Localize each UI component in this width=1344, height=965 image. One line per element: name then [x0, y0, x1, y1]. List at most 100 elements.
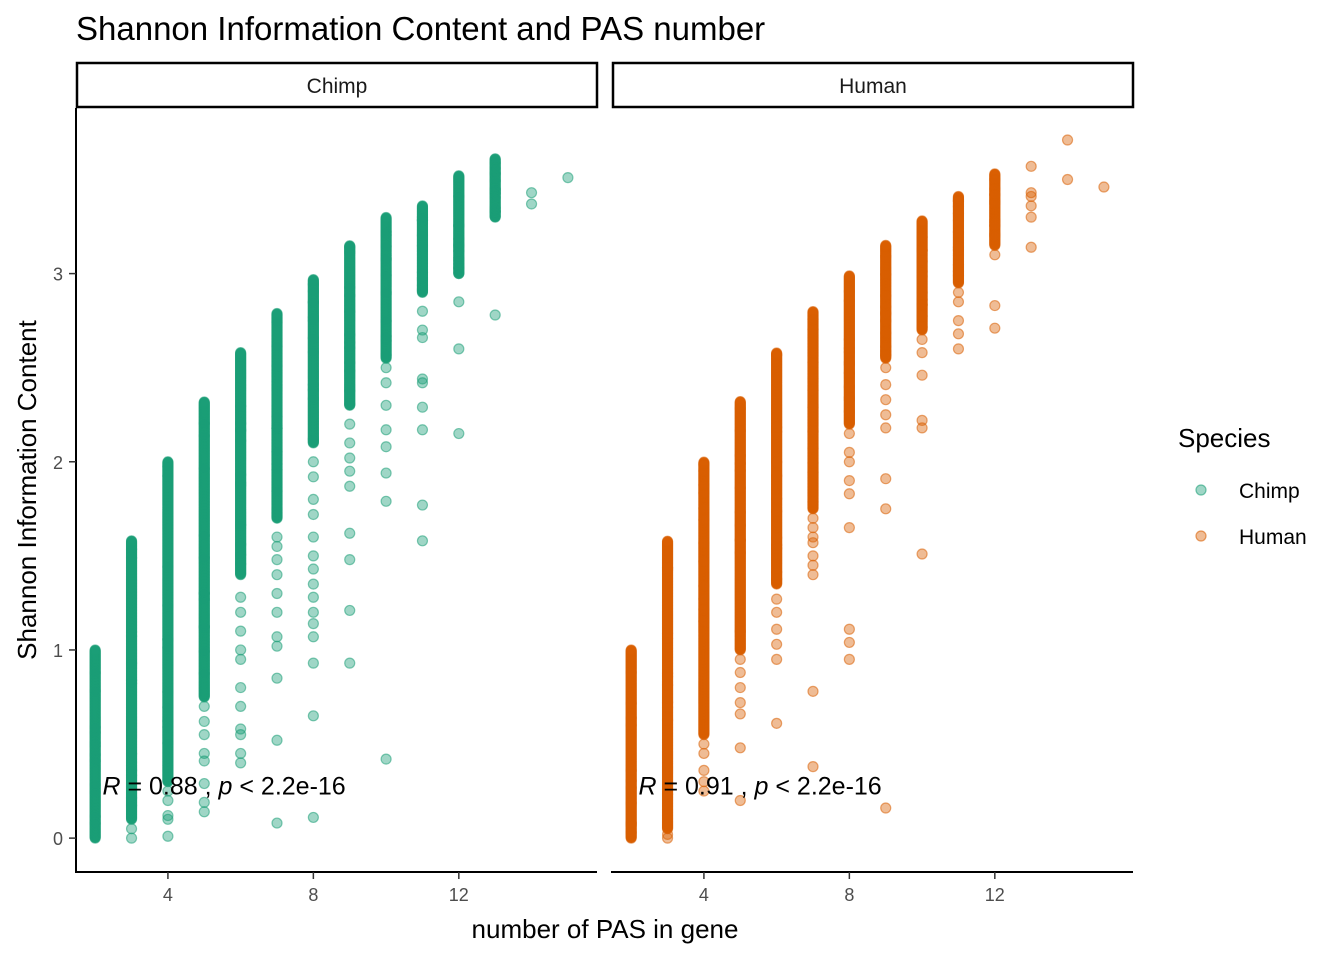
- data-point: [381, 241, 391, 251]
- data-point: [735, 520, 745, 530]
- data-point: [308, 286, 318, 296]
- data-point: [308, 564, 318, 574]
- data-point: [272, 607, 282, 617]
- data-point: [308, 494, 318, 504]
- data-point: [417, 536, 427, 546]
- data-point: [345, 419, 355, 429]
- data-point: [381, 270, 391, 280]
- data-point: [699, 594, 709, 604]
- data-point: [699, 739, 709, 749]
- data-point: [90, 686, 100, 696]
- data-point: [626, 828, 636, 838]
- data-point: [454, 171, 464, 181]
- annotation-r-value: = 0.88 ,: [121, 772, 219, 800]
- data-point: [199, 418, 209, 428]
- data-point: [127, 833, 137, 843]
- data-point: [663, 829, 673, 839]
- data-point: [381, 442, 391, 452]
- chart-title: Shannon Information Content and PAS numb…: [76, 10, 765, 47]
- data-point: [199, 431, 209, 441]
- data-point: [272, 341, 282, 351]
- data-point: [272, 317, 282, 327]
- data-point: [417, 275, 427, 285]
- data-point: [345, 555, 355, 565]
- data-point: [236, 539, 246, 549]
- data-point: [199, 622, 209, 632]
- y-tick-label: 3: [53, 265, 63, 285]
- data-point: [735, 548, 745, 558]
- data-point: [381, 331, 391, 341]
- data-point: [735, 626, 745, 636]
- y-tick-label: 2: [53, 453, 63, 473]
- data-point: [699, 581, 709, 591]
- data-point: [699, 515, 709, 525]
- data-point: [272, 632, 282, 642]
- data-point: [772, 471, 782, 481]
- data-point: [381, 400, 391, 410]
- data-point: [772, 607, 782, 617]
- data-point: [735, 426, 745, 436]
- data-point: [735, 709, 745, 719]
- data-point: [127, 679, 137, 689]
- data-point: [308, 812, 318, 822]
- data-point: [308, 347, 318, 357]
- data-point: [90, 780, 100, 790]
- data-point: [735, 466, 745, 476]
- data-point: [417, 201, 427, 211]
- data-point: [490, 203, 500, 213]
- data-point: [308, 592, 318, 602]
- data-point: [699, 616, 709, 626]
- data-point: [308, 316, 318, 326]
- data-point: [663, 536, 673, 546]
- data-point: [236, 758, 246, 768]
- data-point: [772, 422, 782, 432]
- data-point: [490, 163, 500, 173]
- data-point: [90, 668, 100, 678]
- x-tick-label: 12: [449, 885, 469, 905]
- data-point: [308, 551, 318, 561]
- data-point: [163, 634, 173, 644]
- data-point: [381, 363, 391, 373]
- data-point: [308, 607, 318, 617]
- data-point: [199, 589, 209, 599]
- data-point: [308, 472, 318, 482]
- data-point: [272, 532, 282, 542]
- data-point: [199, 647, 209, 657]
- data-point: [735, 654, 745, 664]
- data-point: [626, 698, 636, 708]
- data-point: [308, 532, 318, 542]
- data-point: [381, 227, 391, 237]
- data-point: [127, 627, 137, 637]
- data-point: [199, 668, 209, 678]
- data-point: [699, 503, 709, 513]
- data-point: [417, 374, 427, 384]
- data-point: [490, 154, 500, 164]
- data-point: [345, 242, 355, 252]
- data-point: [772, 624, 782, 634]
- data-point: [563, 173, 573, 183]
- data-point: [490, 310, 500, 320]
- data-point: [199, 807, 209, 817]
- data-point: [454, 297, 464, 307]
- data-point: [127, 544, 137, 554]
- data-point: [90, 738, 100, 748]
- data-point: [90, 756, 100, 766]
- data-point: [699, 556, 709, 566]
- data-point: [163, 687, 173, 697]
- data-point: [626, 798, 636, 808]
- data-point: [626, 645, 636, 655]
- data-point: [626, 776, 636, 786]
- data-point: [236, 683, 246, 693]
- data-point: [345, 453, 355, 463]
- data-point: [772, 350, 782, 360]
- data-point: [527, 188, 537, 198]
- data-point: [735, 483, 745, 493]
- data-point: [663, 563, 673, 573]
- data-point: [272, 541, 282, 551]
- annotation-r-symbol: R: [102, 772, 120, 800]
- data-point: [272, 735, 282, 745]
- data-point: [345, 658, 355, 668]
- data-point: [345, 282, 355, 292]
- data-point: [772, 494, 782, 504]
